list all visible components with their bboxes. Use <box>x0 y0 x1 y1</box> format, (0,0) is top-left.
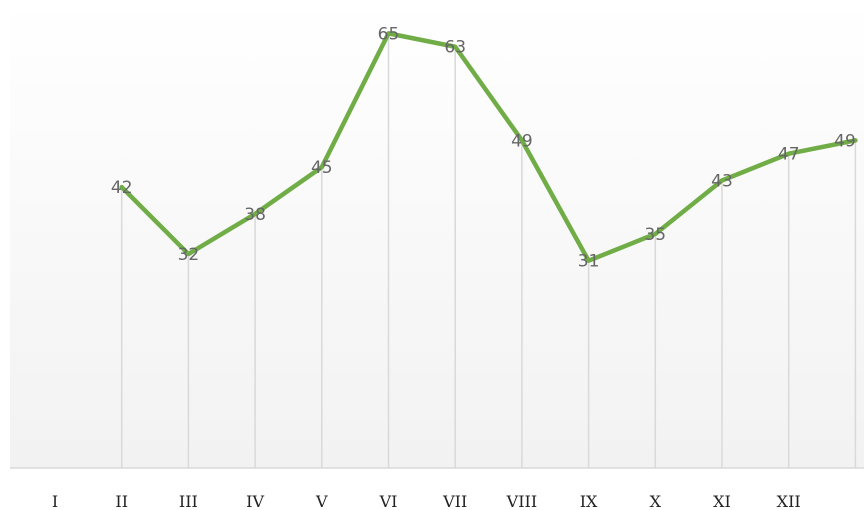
data-label: 42 <box>111 178 133 198</box>
x-tick-label: I <box>52 492 58 510</box>
x-tick-label: VI <box>379 492 398 510</box>
data-label: 43 <box>711 171 733 191</box>
x-tick-label: IV <box>246 492 264 510</box>
x-tick-label: III <box>179 492 198 510</box>
data-point <box>386 31 391 36</box>
x-tick-label: V <box>315 492 328 510</box>
x-tick-label: XII <box>777 492 801 510</box>
data-point <box>253 211 258 216</box>
x-tick-label: XI <box>713 492 731 510</box>
data-label: 31 <box>578 252 600 272</box>
data-label: 65 <box>378 24 400 44</box>
data-label: 32 <box>178 245 200 265</box>
data-point <box>119 185 124 190</box>
data-point <box>186 252 191 257</box>
data-point <box>653 231 658 236</box>
data-label: 35 <box>644 225 666 245</box>
data-point <box>319 165 324 170</box>
data-label: 63 <box>444 38 466 58</box>
data-label: 45 <box>311 158 333 178</box>
series-line <box>119 31 858 263</box>
x-tick-label: IX <box>580 492 598 510</box>
data-point <box>586 258 591 263</box>
data-point <box>453 44 458 49</box>
data-point <box>720 178 724 183</box>
data-label: 47 <box>778 145 800 165</box>
plot-area <box>10 0 864 468</box>
data-point <box>786 151 791 156</box>
x-tick-label: II <box>115 492 128 510</box>
data-point <box>519 138 524 143</box>
data-label: 38 <box>244 205 266 225</box>
data-point <box>853 138 858 143</box>
data-label: 49 <box>511 131 533 151</box>
x-tick-label: X <box>650 492 662 510</box>
data-label: 49 <box>834 131 856 151</box>
x-tick-label: VIII <box>506 492 538 510</box>
x-tick-label: VII <box>442 492 467 510</box>
